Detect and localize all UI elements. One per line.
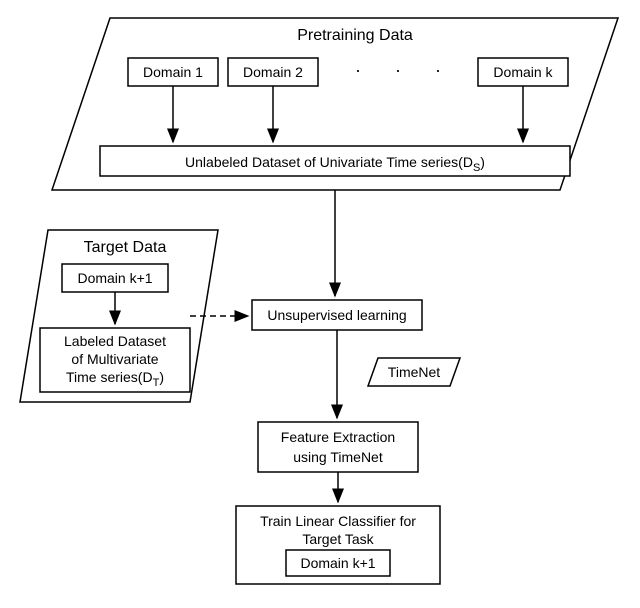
timenet-label: TimeNet	[388, 364, 440, 380]
pretraining-title: Pretraining Data	[297, 27, 413, 44]
domain-2-label: Domain 2	[243, 64, 303, 80]
dot-2: ·	[395, 60, 401, 80]
domain-1-label: Domain 1	[143, 64, 203, 80]
classifier-line2: Target Task	[302, 531, 374, 547]
domain-k-label: Domain k	[493, 64, 553, 80]
dot-3: ·	[435, 60, 441, 80]
labeled-line1: Labeled Dataset	[64, 333, 166, 349]
target-title: Target Data	[84, 239, 167, 256]
dot-1: ·	[355, 60, 361, 80]
flowchart-diagram: Pretraining Data Domain 1 Domain 2 · · ·…	[0, 0, 640, 608]
feature-line1: Feature Extraction	[281, 429, 395, 445]
labeled-line2: of Multivariate	[71, 351, 158, 367]
unsupervised-label: Unsupervised learning	[267, 307, 406, 323]
classifier-domain-label: Domain k+1	[300, 555, 375, 571]
target-domain-label: Domain k+1	[77, 270, 152, 286]
feature-line2: using TimeNet	[293, 449, 383, 465]
classifier-line1: Train Linear Classifier for	[260, 513, 416, 529]
